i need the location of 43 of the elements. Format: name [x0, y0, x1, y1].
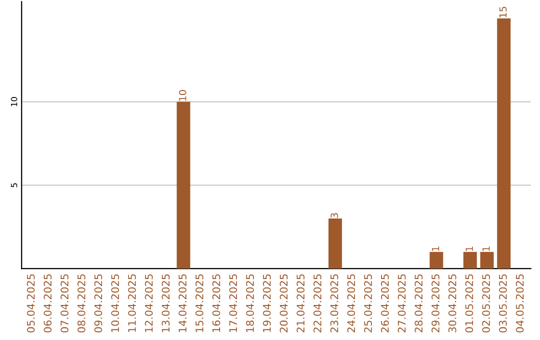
x-tick-label: 13.04.2025 — [162, 274, 170, 332]
bar — [430, 252, 444, 269]
x-tick-label: 04.05.2025 — [516, 274, 524, 332]
data-label: 10 — [178, 90, 186, 101]
x-tick-label: 10.04.2025 — [111, 274, 120, 332]
x-tick-label: 02.05.2025 — [482, 274, 490, 332]
x-tick-label: 05.04.2025 — [26, 274, 35, 332]
bar — [497, 18, 511, 269]
x-tick-label: 20.04.2025 — [280, 274, 288, 332]
bar — [463, 252, 477, 269]
bar — [480, 252, 494, 269]
x-tick-label: 29.04.2025 — [432, 274, 440, 332]
x-tick-label: 17.04.2025 — [229, 274, 238, 332]
data-label: 1 — [466, 246, 473, 251]
x-tick-label: 03.05.2025 — [498, 274, 507, 332]
x-tick-label: 15.04.2025 — [195, 274, 204, 332]
y-tick-label: 5 — [11, 183, 18, 188]
data-label: 1 — [482, 246, 490, 251]
x-tick-label: 07.04.2025 — [60, 274, 68, 332]
bar — [176, 102, 190, 269]
data-label: 3 — [330, 213, 338, 218]
bar — [328, 218, 342, 269]
data-label: 15 — [499, 6, 507, 18]
x-tick-label: 19.04.2025 — [262, 274, 271, 332]
x-tick-label: 23.04.2025 — [330, 274, 338, 332]
x-tick-label: 26.04.2025 — [380, 274, 389, 332]
x-tick-label: 12.04.2025 — [144, 274, 153, 332]
x-tick-label: 24.04.2025 — [347, 274, 356, 332]
x-tick-label: 27.04.2025 — [398, 274, 406, 332]
data-label: 1 — [432, 246, 440, 251]
x-tick-label: 11.04.2025 — [128, 274, 136, 332]
x-tick-label: 14.04.2025 — [178, 274, 186, 332]
x-tick-label: 16.04.2025 — [212, 274, 220, 332]
x-tick-label: 09.04.2025 — [94, 274, 102, 332]
x-tick-label: 22.04.2025 — [314, 274, 322, 332]
x-tick-label: 08.04.2025 — [77, 274, 86, 332]
x-tick-label: 30.04.2025 — [448, 274, 456, 332]
x-tick-label: 25.04.2025 — [364, 274, 372, 332]
x-tick-label: 06.04.2025 — [44, 274, 52, 332]
x-tick-label: 18.04.2025 — [246, 274, 254, 332]
x-tick-label: 28.04.2025 — [414, 274, 423, 332]
x-tick-label: 01.05.2025 — [465, 274, 474, 332]
x-tick-label: 21.04.2025 — [296, 274, 305, 332]
